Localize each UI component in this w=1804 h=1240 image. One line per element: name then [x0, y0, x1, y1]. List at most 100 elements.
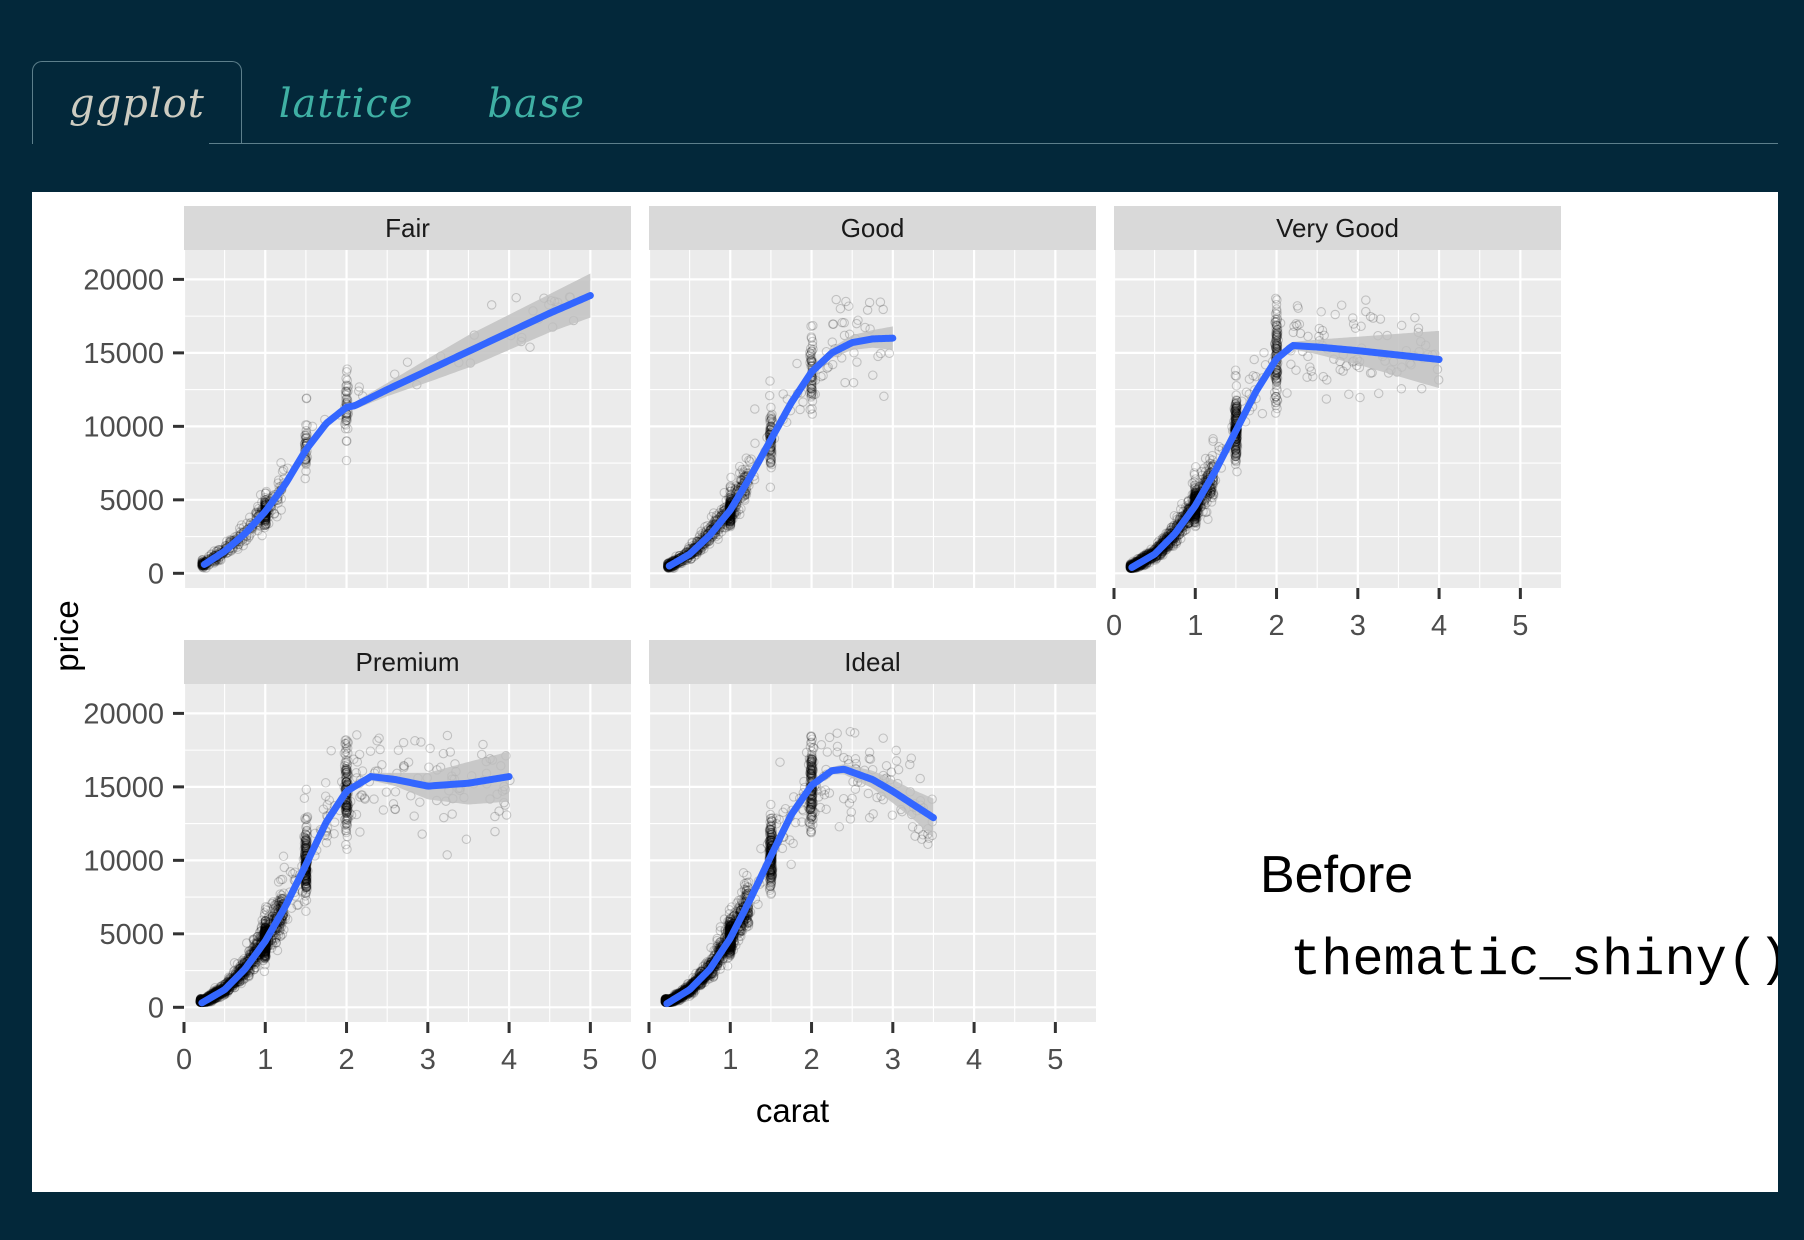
scatter-point — [341, 772, 351, 783]
scatter-point — [302, 885, 312, 895]
scatter-point — [1191, 513, 1201, 524]
scatter-point — [300, 430, 310, 441]
scatter-point — [1231, 443, 1241, 454]
scatter-point — [251, 962, 261, 973]
scatter-point — [1272, 368, 1282, 379]
scatter-point — [1189, 517, 1200, 528]
scatter-point — [1229, 449, 1240, 459]
scatter-point — [1208, 490, 1218, 500]
scatter-point — [300, 880, 311, 891]
scatter-point — [798, 397, 808, 407]
tab-lattice[interactable]: lattice — [278, 81, 414, 127]
scatter-point — [740, 464, 750, 475]
scatter-point — [259, 949, 270, 960]
scatter-point — [341, 413, 351, 423]
scatter-point — [299, 844, 310, 854]
scatter-point — [1190, 513, 1200, 524]
scatter-point — [270, 900, 280, 911]
scatter-point — [1270, 343, 1281, 353]
scatter-point — [1200, 507, 1211, 518]
scatter-point — [272, 512, 282, 522]
scatter-point — [766, 456, 776, 467]
scatter-point — [1338, 366, 1348, 376]
scatter-point — [1231, 381, 1242, 391]
scatter-point — [1302, 372, 1312, 382]
scatter-point — [1272, 338, 1282, 349]
scatter-point — [354, 382, 365, 392]
scatter-point — [1291, 365, 1301, 375]
scatter-point — [341, 415, 352, 426]
scatter-point — [389, 369, 400, 379]
scatter-point — [1269, 387, 1280, 398]
scatter-point — [261, 518, 271, 529]
scatter-point — [807, 346, 817, 357]
scatter-point — [722, 520, 732, 531]
grid-lines — [182, 684, 631, 1022]
scatter-point — [724, 518, 734, 529]
scatter-point — [1190, 518, 1201, 529]
scatter-point — [320, 778, 331, 788]
scatter-point — [1189, 483, 1200, 494]
scatter-point — [1271, 316, 1282, 327]
scatter-point — [1272, 330, 1283, 340]
scatter-point — [259, 517, 270, 528]
scatter-point — [1230, 370, 1241, 381]
scatter-point — [301, 906, 311, 917]
scatter-point — [1231, 403, 1242, 414]
scatter-point — [1271, 329, 1282, 339]
scatter-point — [260, 518, 271, 529]
scatter-point — [767, 409, 777, 420]
scatter-point — [258, 520, 268, 530]
tab-base[interactable]: base — [487, 81, 586, 127]
scatter-point — [1249, 354, 1259, 365]
scatter-point — [1271, 304, 1282, 314]
scatter-point — [765, 453, 775, 464]
scatter-point — [288, 868, 298, 879]
scatter-point — [1197, 470, 1208, 480]
scatter-point — [1230, 459, 1241, 470]
scatter-point — [687, 537, 697, 547]
scatter-point — [1191, 520, 1201, 531]
scatter-point — [1272, 367, 1282, 378]
scatter-point — [721, 495, 731, 506]
scatter-point — [1270, 329, 1281, 340]
scatter-point — [300, 843, 311, 853]
scatter-point — [301, 814, 312, 825]
scatter-point — [301, 875, 312, 886]
scatter-point — [1208, 488, 1219, 498]
scatter-point — [1231, 444, 1241, 455]
scatter-point — [1229, 403, 1239, 414]
scatter-point — [233, 544, 243, 555]
scatter-point — [1208, 493, 1218, 503]
scatter-point — [805, 347, 815, 358]
scatter-point — [340, 825, 351, 836]
scatter-point — [236, 978, 246, 989]
scatter-point — [263, 518, 274, 529]
scatter-point — [375, 744, 385, 755]
scatter-point — [860, 322, 870, 333]
scatter-point — [1272, 339, 1282, 349]
scatter-point — [806, 387, 816, 397]
scatter-point — [805, 357, 815, 368]
scatter-point — [1230, 405, 1240, 416]
scatter-point — [259, 522, 270, 533]
scatter-point — [249, 964, 259, 975]
scatter-point — [741, 453, 752, 463]
scatter-point — [301, 827, 312, 837]
scatter-point — [300, 838, 311, 848]
scatter-point — [807, 409, 818, 419]
scatter-point — [352, 730, 362, 740]
scatter-point — [1317, 325, 1328, 336]
scatter-point — [360, 794, 370, 804]
scatter-point — [1271, 336, 1282, 347]
scatter-point — [257, 530, 267, 541]
scatter-point — [258, 956, 269, 966]
tab-ggplot[interactable]: ggplot — [32, 61, 242, 144]
smooth-line — [200, 292, 594, 568]
scatter-point — [341, 767, 352, 778]
scatter-point — [1270, 308, 1281, 319]
scatter-point — [272, 945, 283, 956]
scatter-point — [301, 420, 311, 430]
scatter-point — [1271, 400, 1281, 411]
scatter-point — [1282, 388, 1292, 398]
